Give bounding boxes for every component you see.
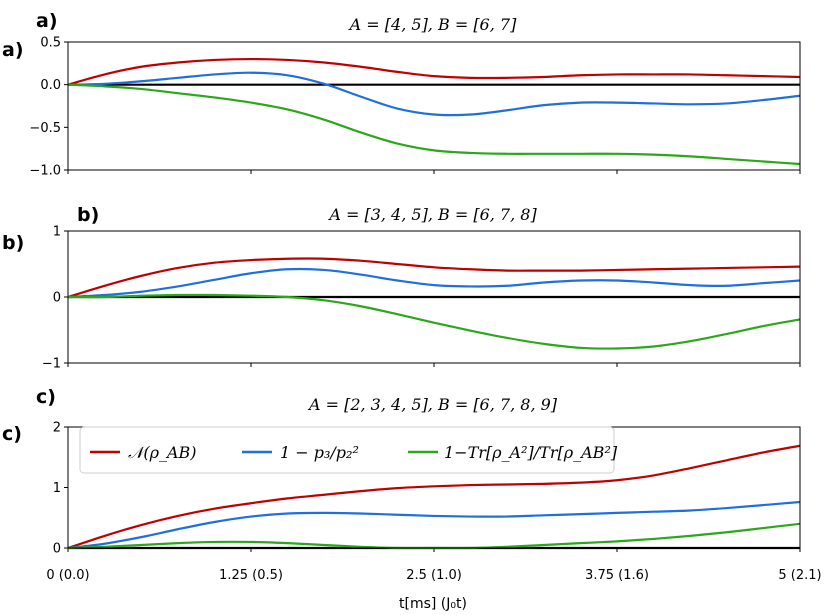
panel-b-title: A = [3, 4, 5], B = [6, 7, 8] <box>327 205 537 224</box>
legend-label-negativity: 𝒩(ρ_AB) <box>128 443 197 462</box>
panel-b-y-tick-label: 0 <box>53 291 61 306</box>
x-tick-label: 2.5 (1.0) <box>406 568 462 583</box>
panel-a-side-tag: a) <box>2 39 24 61</box>
panel-a-series-negativity <box>67 57 801 86</box>
panel-c-series-purity-ratio <box>67 522 801 550</box>
panel-c-side-tag: c) <box>2 423 22 445</box>
panel-b-y-axis: 1 0 −1 <box>42 225 68 372</box>
panel-c: c) c) A = [2, 3, 4, 5], B = [6, 7, 8, 9]… <box>2 386 801 557</box>
panel-c-y-tick-label: 2 <box>53 421 61 436</box>
legend-box <box>79 426 615 474</box>
panel-a-x-axis <box>67 170 801 174</box>
panel-c-y-tick-label: 1 <box>53 481 61 496</box>
legend-label-purity-ratio: 1−Tr[ρ_A²]/Tr[ρ_AB²] <box>444 443 618 462</box>
panel-b-series-moment-ratio <box>67 267 801 299</box>
panel-a-frame <box>67 41 801 171</box>
panel-a-tag: a) <box>36 10 58 32</box>
panel-a-series <box>67 57 801 166</box>
panel-b-series-negativity <box>67 257 801 299</box>
panel-a: a) a) A = [4, 5], B = [6, 7] 0.5 0.0 −0.5 −… <box>2 10 801 179</box>
panel-a-y-tick-label: −1.0 <box>29 164 61 179</box>
panel-a-series-moment-ratio <box>67 71 801 117</box>
panel-c-tag: c) <box>36 386 56 408</box>
panel-b-tag: b) <box>77 204 99 226</box>
panel-c-y-axis: 2 1 0 <box>53 421 68 557</box>
panel-a-y-tick-label: 0.0 <box>40 78 61 93</box>
panel-a-y-tick-label: 0.5 <box>40 36 61 51</box>
panel-c-series-negativity <box>67 444 801 550</box>
panel-b-y-tick-label: −1 <box>42 357 61 372</box>
panel-c-title: A = [2, 3, 4, 5], B = [6, 7, 8, 9] <box>307 395 558 414</box>
x-axis-tick-labels: 0 (0.0) 1.25 (0.5) 2.5 (1.0) 3.75 (1.6) 5 (2… <box>46 568 821 583</box>
panel-b-series-purity-ratio <box>67 293 801 350</box>
panel-b-frame <box>67 230 801 364</box>
panel-a-y-axis: 0.5 0.0 −0.5 −1.0 <box>29 36 68 179</box>
panel-b-side-tag: b) <box>2 232 24 254</box>
x-tick-label: 1.25 (0.5) <box>219 568 283 583</box>
panel-b-y-tick-label: 1 <box>53 225 61 240</box>
x-axis-label: t[ms] (J₀t) <box>399 596 467 612</box>
panel-b-x-axis <box>67 363 801 367</box>
panel-c-y-tick-label: 0 <box>53 542 61 557</box>
panel-a-y-tick-label: −0.5 <box>29 121 61 136</box>
panel-b: b) b) A = [3, 4, 5], B = [6, 7, 8] 1 0 −1 <box>2 204 801 372</box>
x-tick-label: 5 (2.1) <box>778 568 821 583</box>
x-tick-label: 0 (0.0) <box>46 568 89 583</box>
x-tick-label: 3.75 (1.6) <box>585 568 649 583</box>
legend: 𝒩(ρ_AB) 1 − p₃/p₂² 1−Tr[ρ_A²]/Tr[ρ_AB²] <box>79 426 618 474</box>
panel-a-title: A = [4, 5], B = [6, 7] <box>348 15 517 34</box>
panel-c-series-moment-ratio <box>67 500 801 550</box>
panel-b-series <box>67 257 801 350</box>
legend-label-moment-ratio: 1 − p₃/p₂² <box>280 443 359 462</box>
panel-a-series-purity-ratio <box>67 83 801 166</box>
